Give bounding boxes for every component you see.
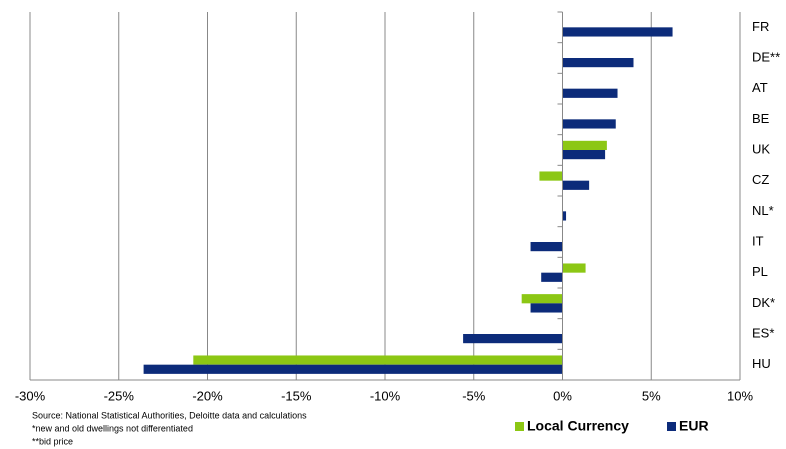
- y-tick-label: BE: [752, 111, 770, 126]
- bar: [539, 171, 563, 181]
- bar: [562, 263, 586, 273]
- bar: [541, 272, 563, 282]
- bar: [521, 294, 563, 304]
- legend-swatch: [515, 422, 524, 431]
- y-tick-label: NL*: [752, 203, 774, 218]
- x-tick-label: 10%: [727, 388, 753, 403]
- x-tick-label: -10%: [370, 388, 401, 403]
- bar: [562, 88, 618, 98]
- y-tick-label: CZ: [752, 172, 769, 187]
- x-tick-label: 0%: [553, 388, 572, 403]
- bar: [193, 355, 563, 365]
- bar: [562, 140, 607, 150]
- x-tick-label: -20%: [192, 388, 223, 403]
- y-tick-label: UK: [752, 141, 770, 156]
- footnote: *new and old dwellings not differentiate…: [32, 423, 193, 433]
- y-tick-label: ES*: [752, 325, 774, 340]
- legend-swatch: [667, 422, 676, 431]
- bar: [562, 58, 634, 68]
- x-tick-label: -5%: [462, 388, 486, 403]
- y-tick-label: DE**: [752, 49, 780, 64]
- bar: [562, 119, 616, 129]
- bar: [562, 150, 606, 160]
- bar: [143, 364, 563, 374]
- bar: [530, 303, 563, 313]
- y-tick-label: IT: [752, 233, 764, 248]
- y-tick-label: PL: [752, 264, 768, 279]
- footnote: Source: National Statistical Authorities…: [32, 410, 307, 420]
- y-tick-label: FR: [752, 19, 769, 34]
- x-tick-label: -15%: [281, 388, 312, 403]
- bar: [562, 27, 673, 37]
- legend-label: Local Currency: [527, 418, 629, 434]
- x-tick-label: -30%: [15, 388, 46, 403]
- bar: [530, 242, 563, 252]
- bar: [463, 334, 563, 344]
- y-tick-label: DK*: [752, 295, 775, 310]
- x-tick-label: -25%: [104, 388, 135, 403]
- x-tick-label: 5%: [642, 388, 661, 403]
- y-tick-label: AT: [752, 80, 768, 95]
- bar: [562, 180, 590, 190]
- y-tick-label: HU: [752, 356, 771, 371]
- bar: [562, 211, 567, 221]
- footnote: **bid price: [32, 436, 73, 446]
- legend-label: EUR: [679, 418, 709, 434]
